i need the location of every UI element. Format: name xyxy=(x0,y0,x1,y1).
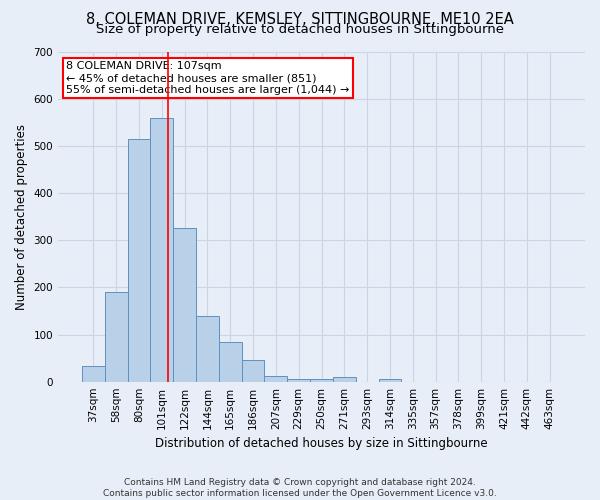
X-axis label: Distribution of detached houses by size in Sittingbourne: Distribution of detached houses by size … xyxy=(155,437,488,450)
Y-axis label: Number of detached properties: Number of detached properties xyxy=(15,124,28,310)
Bar xyxy=(242,360,265,382)
Bar xyxy=(265,376,287,382)
Bar xyxy=(173,228,196,382)
Bar xyxy=(105,292,128,382)
Bar xyxy=(196,316,219,382)
Text: 8 COLEMAN DRIVE: 107sqm
← 45% of detached houses are smaller (851)
55% of semi-d: 8 COLEMAN DRIVE: 107sqm ← 45% of detache… xyxy=(66,62,349,94)
Bar xyxy=(310,380,333,382)
Bar xyxy=(287,379,310,382)
Bar xyxy=(219,342,242,382)
Text: 8, COLEMAN DRIVE, KEMSLEY, SITTINGBOURNE, ME10 2EA: 8, COLEMAN DRIVE, KEMSLEY, SITTINGBOURNE… xyxy=(86,12,514,28)
Text: Contains HM Land Registry data © Crown copyright and database right 2024.
Contai: Contains HM Land Registry data © Crown c… xyxy=(103,478,497,498)
Bar xyxy=(379,380,401,382)
Bar xyxy=(333,377,356,382)
Bar xyxy=(128,139,151,382)
Text: Size of property relative to detached houses in Sittingbourne: Size of property relative to detached ho… xyxy=(96,24,504,36)
Bar xyxy=(151,118,173,382)
Bar xyxy=(82,366,105,382)
